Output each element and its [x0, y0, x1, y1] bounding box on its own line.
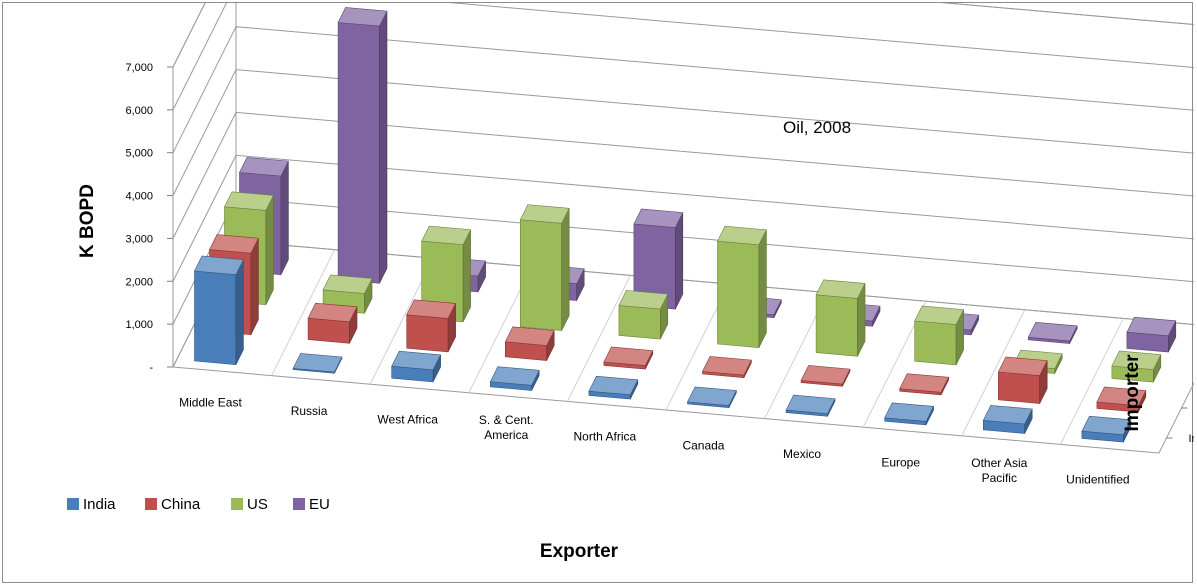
bar-us	[618, 290, 669, 340]
legend: India China US EU	[67, 496, 330, 513]
bar-india	[292, 353, 343, 374]
x-category-label: North Africa	[574, 430, 637, 444]
gridline	[172, 3, 1194, 68]
bar-us	[717, 225, 767, 349]
bar-india	[489, 366, 540, 391]
x-category-labels: Middle East Russia West Africa S. & Cent. Am…	[179, 395, 1129, 486]
bar-india	[588, 375, 639, 400]
x-category-label: West Africa	[377, 412, 438, 426]
x-category-label: Canada	[682, 438, 724, 452]
chart-svg: - 1,000 2,000 3,000 4,000 5,000 6,000 7,000 Mid…	[67, 3, 1195, 562]
z-axis-title: Importer	[1122, 354, 1143, 432]
x-category-label: Mexico	[783, 447, 821, 461]
floor-divider	[567, 275, 631, 402]
bar-china	[899, 373, 950, 396]
legend-label-eu: EU	[309, 496, 330, 513]
y-tick-label: 4,000	[125, 191, 153, 203]
gridline	[172, 26, 1194, 153]
y-tick-label: 3,000	[125, 233, 153, 245]
bar-us	[1111, 350, 1162, 383]
x-category-label: Russia	[291, 404, 328, 418]
x-category-label: Other Asia Pacific	[971, 456, 1027, 485]
legend-label-india: India	[83, 496, 116, 513]
y-axis-title: K BOPD	[77, 184, 98, 258]
bar-china	[800, 365, 851, 387]
z-series-label: India	[1189, 433, 1195, 445]
bar-india	[687, 386, 737, 409]
bar-india	[982, 405, 1033, 434]
bars	[194, 7, 1177, 443]
legend-label-china: China	[161, 496, 201, 513]
x-category-label: Europe	[881, 455, 920, 469]
bar-china	[504, 326, 555, 361]
gridline	[172, 3, 1194, 111]
bar-india	[391, 350, 442, 383]
y-tick-label: 7,000	[125, 62, 153, 74]
bar-eu	[1027, 321, 1078, 344]
bar-us	[815, 279, 866, 357]
bar-india	[194, 255, 244, 366]
y-tick-label: 1,000	[125, 319, 153, 331]
bar-eu	[337, 7, 388, 284]
gridline	[172, 154, 1194, 282]
gridlines	[172, 3, 1194, 325]
legend-swatch-india	[67, 498, 79, 510]
legend-swatch-china	[145, 498, 157, 510]
floor-divider	[961, 309, 1026, 436]
bar-china	[307, 302, 358, 344]
gridline	[172, 69, 1194, 196]
bar-us	[914, 305, 965, 366]
x-category-label: Middle East	[179, 395, 242, 409]
bar-india	[1081, 415, 1132, 443]
bar-eu	[1126, 316, 1177, 353]
y-tick-label: -	[149, 362, 153, 374]
bar-india	[884, 402, 935, 426]
y-tick-labels: - 1,000 2,000 3,000 4,000 5,000 6,000 7,000	[125, 62, 173, 374]
bar-china	[1096, 386, 1147, 413]
x-axis-title: Exporter	[540, 541, 619, 562]
bar-china	[603, 346, 654, 370]
legend-label-us: US	[247, 496, 268, 513]
floor	[172, 240, 1194, 454]
legend-swatch-us	[231, 498, 243, 510]
bar-us	[519, 204, 570, 331]
bar-china	[702, 356, 752, 379]
y-tick-label: 6,000	[125, 105, 153, 117]
floor-divider	[1060, 318, 1124, 445]
floor-divider	[271, 249, 335, 376]
x-category-label: Unidentified	[1066, 473, 1129, 487]
x-category-label: S. & Cent. America	[479, 413, 534, 442]
chart-annotation: Oil, 2008	[783, 118, 851, 137]
bar-china	[997, 356, 1048, 404]
gridline	[172, 111, 1194, 239]
bar-china	[406, 299, 457, 353]
y-tick-label: 5,000	[125, 148, 153, 160]
y-tick-label: 2,000	[125, 276, 153, 288]
legend-swatch-eu	[293, 498, 305, 510]
bar-india	[785, 394, 836, 417]
